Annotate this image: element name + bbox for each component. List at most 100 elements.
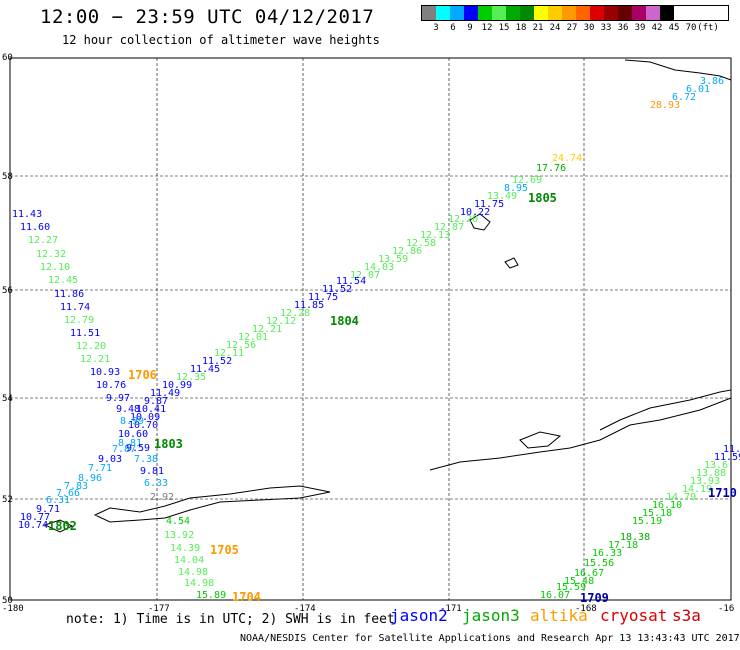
wave-height-label: 12.27	[28, 235, 58, 246]
wave-height-label: 11.51	[70, 328, 100, 339]
graticule	[10, 57, 731, 600]
longitude-label: -168	[575, 604, 597, 614]
longitude-label: -180	[2, 604, 24, 614]
color-swatch	[562, 6, 576, 20]
track-time-label: 1710	[708, 486, 737, 500]
color-scale-tick: 30	[583, 23, 595, 33]
wave-height-label: 18.38	[620, 532, 650, 543]
wave-height-label: 16.67	[574, 568, 604, 579]
color-scale-tick: 70	[685, 23, 697, 33]
latitude-label: 50	[2, 596, 13, 606]
wave-height-label: 11.49	[150, 388, 180, 399]
wave-height-label: 9.87	[144, 396, 168, 407]
wave-height-label: 9.48	[116, 404, 140, 415]
track-time-label: 1804	[330, 314, 359, 328]
wave-height-label: 6.01	[686, 84, 710, 95]
wave-height-label: 4.54	[166, 516, 190, 527]
wave-height-label: 3.86	[700, 76, 724, 87]
color-scale-tick: 45	[668, 23, 680, 33]
wave-height-label: 9.97	[106, 393, 130, 404]
wave-height-label: 12.21	[252, 324, 282, 335]
color-swatch	[618, 6, 632, 20]
wave-height-label: 14.79	[666, 492, 696, 503]
satellite-legend-item: altika	[530, 606, 588, 625]
color-swatch	[646, 6, 660, 20]
wave-height-label: 24.74	[552, 153, 582, 164]
wave-height-label: 10.70	[128, 420, 158, 431]
wave-height-label: 8.81	[118, 438, 142, 449]
color-swatch	[604, 6, 618, 20]
wave-height-label: 12.79	[64, 315, 94, 326]
wave-height-label: 10.99	[162, 380, 192, 391]
wave-height-label: 9.59	[126, 443, 150, 454]
wave-height-label: 11.85	[294, 300, 324, 311]
wave-height-label: 11.86	[54, 289, 84, 300]
track-time-label: 1706	[128, 368, 157, 382]
wave-height-label: 10.76	[96, 380, 126, 391]
coastlines	[43, 59, 732, 533]
latitude-label: 52	[2, 495, 13, 505]
color-scale-tick: 42	[651, 23, 663, 33]
wave-height-label: 16.33	[592, 548, 622, 559]
color-swatch	[632, 6, 646, 20]
longitude-label: -171	[440, 604, 462, 614]
wave-height-label: 12.12	[266, 316, 296, 327]
wave-height-label: 9.71	[36, 504, 60, 515]
color-swatch	[436, 6, 450, 20]
wave-height-label: 10.41	[136, 404, 166, 415]
longitude-label: -177	[148, 604, 170, 614]
wave-height-label: 14.98	[184, 578, 214, 589]
coastline-unimak	[519, 431, 562, 449]
color-swatch	[422, 6, 436, 20]
wave-height-label: 10.09	[130, 412, 160, 423]
wave-height-label: 12.56	[226, 340, 256, 351]
wave-height-label: 11.75	[474, 199, 504, 210]
wave-height-label: 12.58	[406, 238, 436, 249]
wave-height-label: 14.03	[364, 262, 394, 273]
wave-height-label: 11.59	[714, 452, 740, 463]
wave-height-label: 11.	[723, 444, 740, 455]
color-scale-tick: 21	[532, 23, 544, 33]
wave-height-label: 9.81	[140, 466, 164, 477]
coastline-island-small	[43, 519, 74, 533]
coastline-alaska-peninsula	[599, 389, 732, 431]
wave-height-label: 12.21	[80, 354, 110, 365]
wave-height-label: 15.59	[556, 582, 586, 593]
wave-height-label: 14.19	[682, 484, 712, 495]
latitude-label: 56	[2, 286, 13, 296]
page-title: 12:00 − 23:59 UTC 04/12/2017	[40, 6, 375, 28]
wave-height-label: 10.22	[460, 207, 490, 218]
color-swatch	[506, 6, 520, 20]
color-scale-tick: (ft)	[697, 23, 719, 33]
color-swatch	[548, 6, 562, 20]
wave-height-label: 12.87	[434, 222, 464, 233]
latitude-label: 58	[2, 172, 13, 182]
wave-height-label: 8.95	[504, 183, 528, 194]
color-swatch	[520, 6, 534, 20]
wave-height-label: 12.20	[76, 341, 106, 352]
color-swatch	[450, 6, 464, 20]
wave-height-label: 15.18	[642, 508, 672, 519]
coastline-pribilof	[469, 213, 491, 231]
wave-height-label: 12.86	[392, 246, 422, 257]
wave-height-label: 7.83	[64, 481, 88, 492]
color-swatch	[534, 6, 548, 20]
wave-height-label: 11.74	[60, 302, 90, 313]
wave-height-label: 11.75	[308, 292, 338, 303]
wave-height-label: 7.38	[134, 454, 158, 465]
coastline-aleutians-west	[93, 485, 331, 523]
wave-height-label: 6.72	[672, 92, 696, 103]
wave-height-label: 15.89	[196, 590, 226, 601]
wave-height-label: 11.52	[322, 284, 352, 295]
wave-height-label: 12.07	[350, 270, 380, 281]
wave-height-label: 10.93	[90, 367, 120, 378]
wave-height-label: 13.59	[378, 254, 408, 265]
longitude-labels: -180 -177 -174 -171 -168 -16	[2, 604, 734, 614]
wave-height-label: 8.99	[120, 416, 144, 427]
wave-height-label: 13.6	[704, 460, 728, 471]
color-scale-tick: 33	[600, 23, 612, 33]
color-swatch	[492, 6, 506, 20]
wave-height-label: 17.76	[536, 163, 566, 174]
wave-height-label: 15.56	[584, 558, 614, 569]
